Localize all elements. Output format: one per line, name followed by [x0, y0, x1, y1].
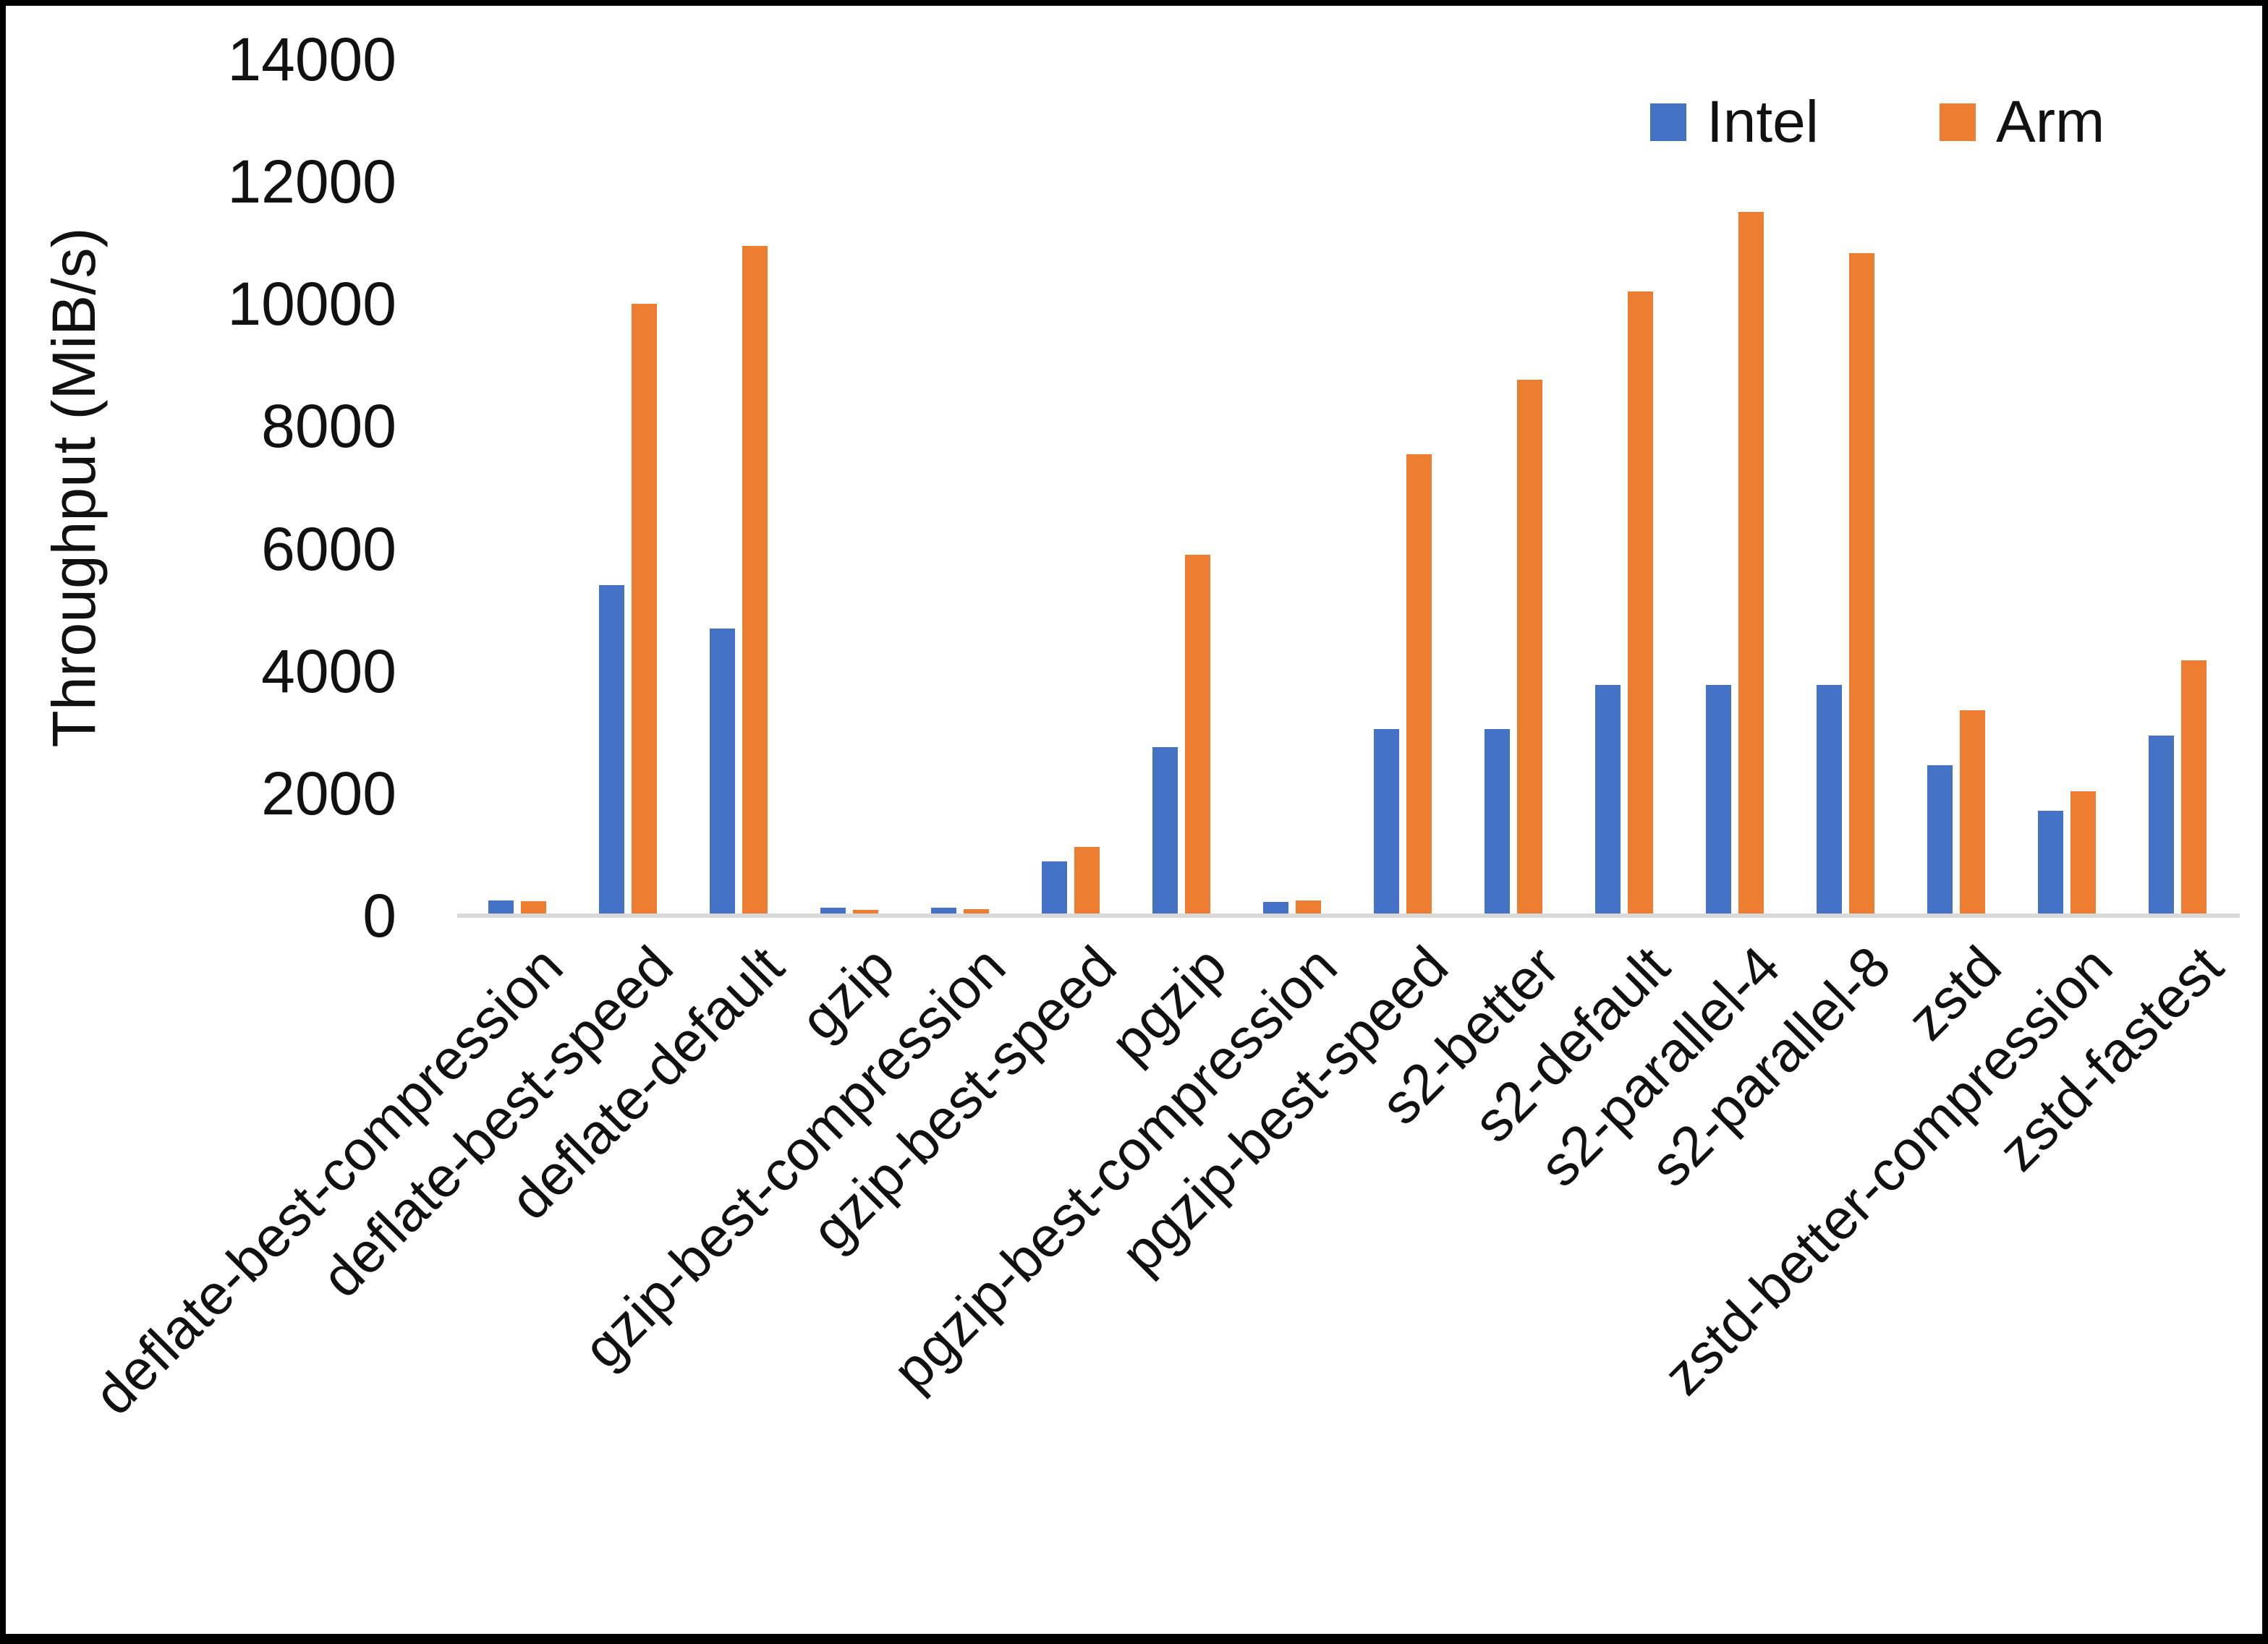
bar-group: [1347, 59, 1458, 916]
bar-arm: [1738, 211, 1764, 916]
bar-arm: [1406, 453, 1432, 916]
bar-group: [1015, 59, 1126, 916]
bar-intel: [1262, 901, 1288, 916]
bar-intel: [598, 585, 624, 916]
bar-groups: [462, 59, 2233, 916]
bar-arm: [1074, 847, 1100, 916]
bar-arm: [1295, 900, 1321, 916]
bar-intel: [930, 908, 956, 916]
intel-series-swatch: [1650, 103, 1686, 141]
bar-group: [683, 59, 794, 916]
bar-arm: [1516, 380, 1542, 916]
legend-label-arm: Arm: [1996, 89, 2105, 155]
bar-group: [572, 59, 683, 916]
bar-intel: [2148, 735, 2174, 916]
bar-arm: [631, 304, 657, 916]
bar-intel: [1927, 764, 1953, 916]
legend-item-arm: Arm: [1940, 93, 2105, 152]
bar-arm: [742, 245, 768, 916]
bar-intel: [1152, 747, 1178, 916]
bar-group: [794, 59, 904, 916]
bar-group: [1126, 59, 1236, 916]
bar-arm: [1184, 555, 1210, 916]
y-tick-label: 10000: [227, 270, 396, 338]
legend-item-intel: Intel: [1650, 93, 1819, 152]
arm-series-swatch: [1940, 103, 1976, 141]
bar-group: [1568, 59, 1679, 916]
bar-intel: [709, 628, 735, 916]
bar-intel: [1594, 685, 1621, 916]
bar-intel: [1816, 685, 1842, 916]
bar-intel: [2037, 810, 2063, 916]
bar-arm: [852, 910, 878, 916]
bar-arm: [963, 909, 989, 916]
bar-group: [2122, 59, 2233, 916]
bar-intel: [488, 900, 514, 916]
y-tick-label: 2000: [261, 759, 396, 827]
y-axis-ticks: 0 2000 4000 6000 8000 10000 12000 14000: [6, 6, 396, 1634]
bar-arm: [2070, 791, 2096, 916]
y-tick-label: 12000: [227, 148, 396, 216]
plot-area: [457, 59, 2240, 918]
y-tick-label: 14000: [227, 25, 396, 93]
bar-group: [1790, 59, 1900, 916]
bar-intel: [1041, 861, 1067, 916]
bar-group: [1679, 59, 1790, 916]
bar-arm: [1848, 253, 1874, 916]
bar-group: [462, 59, 572, 916]
legend-label-intel: Intel: [1707, 89, 1819, 155]
legend: Intel Arm: [6, 93, 2262, 158]
y-tick-label: 8000: [261, 392, 396, 461]
bar-intel: [1484, 729, 1510, 916]
bar-intel: [820, 908, 846, 916]
bar-arm: [1959, 710, 1985, 916]
y-tick-label: 4000: [261, 636, 396, 705]
bar-group: [1236, 59, 1347, 916]
bar-group: [1900, 59, 2011, 916]
bar-group: [2011, 59, 2122, 916]
x-axis-line: [457, 913, 2240, 918]
y-tick-label: 0: [362, 882, 396, 950]
bar-arm: [1627, 291, 1653, 916]
bar-group: [1458, 59, 1568, 916]
bar-arm: [520, 900, 546, 916]
y-tick-label: 6000: [261, 514, 396, 583]
bar-intel: [1705, 685, 1731, 916]
bar-intel: [1373, 729, 1399, 916]
bar-group: [904, 59, 1015, 916]
bar-arm: [2180, 660, 2207, 916]
